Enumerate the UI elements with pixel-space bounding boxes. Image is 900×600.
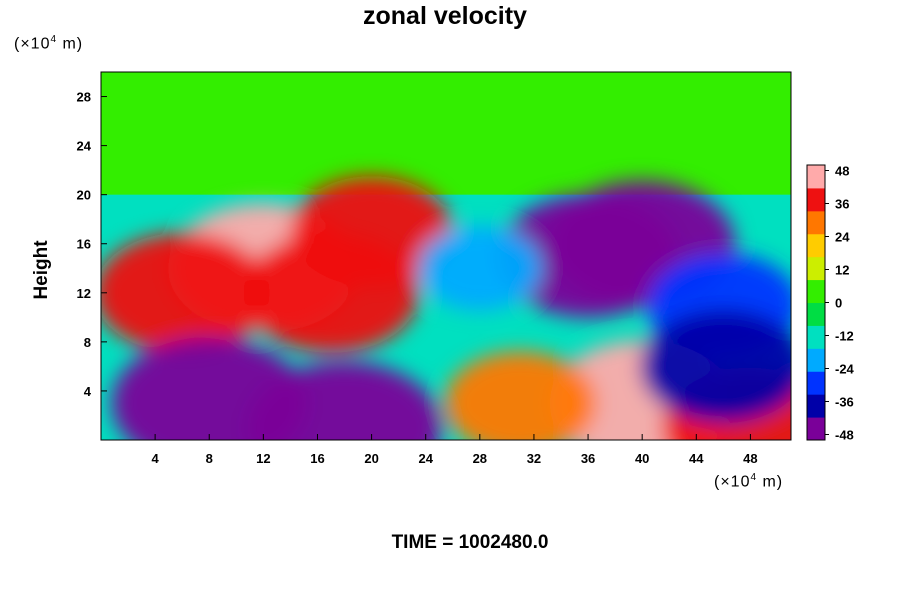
y-tick-label: 12 xyxy=(77,286,91,301)
plot-frame xyxy=(100,71,792,441)
colorbar-swatch xyxy=(807,325,825,349)
y-tick-label: 4 xyxy=(84,384,92,399)
feature-blob xyxy=(418,225,542,311)
feature-blob xyxy=(497,194,679,318)
heatmap-field xyxy=(101,72,791,440)
colorbar-swatch xyxy=(807,302,825,326)
x-tick-label: 4 xyxy=(152,451,160,466)
feature-blob xyxy=(444,351,597,440)
chart-title: zonal velocity xyxy=(363,2,527,30)
colorbar-tick-label: 24 xyxy=(835,230,850,245)
colorbar-swatch xyxy=(807,165,825,189)
feature-blob xyxy=(101,232,271,353)
colorbar-tick-label: -12 xyxy=(835,329,854,344)
colorbar-tick-label: 36 xyxy=(835,197,849,212)
y-tick-label: 16 xyxy=(77,237,91,252)
x-tick-label: 20 xyxy=(364,451,378,466)
x-unit-rest: m) xyxy=(757,473,784,491)
colorbar-swatch xyxy=(807,187,825,212)
x-tick-label: 32 xyxy=(527,451,541,466)
y-unit-rest: m) xyxy=(57,35,84,53)
x-tick-label: 28 xyxy=(473,451,487,466)
colorbar-swatch xyxy=(807,279,825,303)
colorbar-swatch xyxy=(807,417,825,441)
feature-blobs xyxy=(101,176,791,440)
colorbar-swatch xyxy=(807,371,825,395)
y-tick-label: 28 xyxy=(77,90,91,105)
x-tick-label: 48 xyxy=(743,451,757,466)
feature-blob xyxy=(246,361,443,440)
y-unit-base: (×10 xyxy=(14,35,51,53)
y-tick-label: 8 xyxy=(84,335,91,350)
colorbar-tick-label: 0 xyxy=(835,296,842,311)
x-tick-label: 8 xyxy=(206,451,213,466)
feature-blob xyxy=(640,309,791,424)
colorbar-swatch xyxy=(807,233,825,258)
x-tick-label: 40 xyxy=(635,451,649,466)
y-unit-exponent: 4 xyxy=(50,34,58,45)
time-label: TIME = 1002480.0 xyxy=(391,532,549,553)
x-tick-label: 24 xyxy=(418,451,433,466)
x-tick-label: 16 xyxy=(310,451,324,466)
colorbar-swatch xyxy=(807,348,825,372)
x-tick-label: 36 xyxy=(581,451,595,466)
y-tick-label: 24 xyxy=(77,139,92,154)
y-tick-label: 20 xyxy=(77,188,91,203)
colorbar-swatch xyxy=(807,394,825,418)
colorbar-tick-label: -24 xyxy=(835,362,855,377)
colorbar: 48 36 24 12 0 -12 -24 -36 -48 xyxy=(806,164,855,443)
colorbar-tick-label: -36 xyxy=(835,395,854,410)
colorbar-swatch xyxy=(807,256,825,281)
x-tick-label: 44 xyxy=(689,451,704,466)
x-tick-label: 12 xyxy=(256,451,270,466)
colorbar-tick-label: -48 xyxy=(835,428,854,443)
x-unit-base: (×10 xyxy=(714,473,751,491)
x-axis-unit: (×104 m) xyxy=(714,472,783,491)
y-axis-unit: (×104 m) xyxy=(14,34,83,53)
colorbar-tick-label: 12 xyxy=(835,263,849,278)
feature-blob xyxy=(290,176,453,287)
colorbar-swatch xyxy=(807,210,825,235)
colorbar-tick-label: 48 xyxy=(835,164,849,179)
x-unit-exponent: 4 xyxy=(750,472,758,483)
